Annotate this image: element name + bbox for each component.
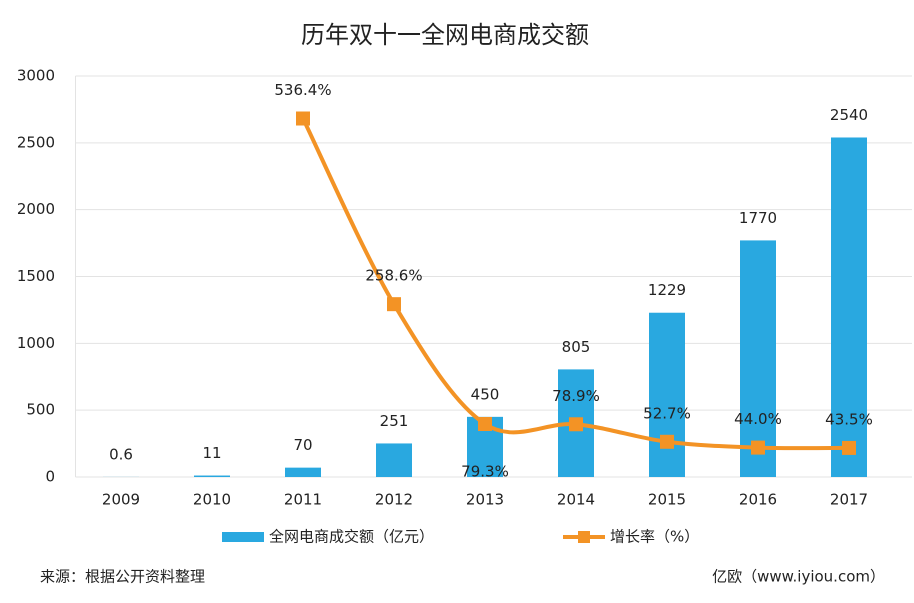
x-tick-label: 2013	[466, 491, 504, 509]
y-tick-label: 1000	[17, 334, 55, 352]
line-marker	[296, 111, 310, 126]
bar-value-label: 0.6	[109, 445, 133, 463]
legend-label: 增长率（%）	[610, 528, 699, 546]
x-tick-label: 2009	[102, 491, 140, 509]
line-value-label: 258.6%	[365, 267, 422, 285]
line-marker	[842, 440, 856, 455]
line-value-label: 78.9%	[552, 387, 600, 405]
legend-swatch	[222, 532, 264, 542]
x-tick-label: 2017	[830, 491, 868, 509]
x-tick-label: 2012	[375, 491, 413, 509]
bar-value-label: 70	[293, 436, 312, 454]
x-tick-label: 2010	[193, 491, 231, 509]
bar-value-label: 450	[471, 385, 500, 403]
y-tick-label: 3000	[17, 67, 55, 85]
line-value-label: 43.5%	[825, 410, 873, 428]
bar-value-label: 251	[380, 412, 409, 430]
bar-value-label: 1229	[648, 281, 686, 299]
line-value-label: 52.7%	[643, 404, 691, 422]
y-tick-label: 500	[26, 401, 55, 419]
x-tick-label: 2016	[739, 491, 777, 509]
line-marker	[751, 440, 765, 455]
x-tick-label: 2014	[557, 491, 595, 509]
bar	[194, 475, 230, 477]
line-value-label: 79.3%	[461, 463, 509, 481]
source: 来源：根据公开资料整理	[40, 568, 205, 586]
bar	[376, 443, 412, 477]
bar	[831, 137, 867, 477]
chart-title: 历年双十一全网电商成交额	[301, 21, 589, 49]
line-marker	[569, 417, 583, 432]
bar	[285, 467, 321, 477]
line-marker	[387, 297, 401, 312]
line-value-label: 536.4%	[274, 81, 331, 99]
bar	[740, 240, 776, 477]
line-marker	[660, 434, 674, 449]
y-tick-label: 2500	[17, 133, 55, 151]
x-tick-label: 2011	[284, 491, 322, 509]
bar-value-label: 805	[562, 338, 591, 356]
x-tick-label: 2015	[648, 491, 686, 509]
line-marker	[478, 417, 492, 432]
bar-value-label: 1770	[739, 209, 777, 227]
bar-value-label: 11	[202, 444, 221, 462]
bar-value-label: 2540	[830, 106, 868, 124]
legend-label: 全网电商成交额（亿元）	[269, 528, 434, 546]
y-tick-label: 1500	[17, 267, 55, 285]
legend-marker	[578, 531, 590, 543]
line-value-label: 44.0%	[734, 410, 782, 428]
y-tick-label: 2000	[17, 200, 55, 218]
bar	[649, 312, 685, 477]
credit: 亿欧（www.iyiou.com）	[712, 568, 885, 586]
y-tick-label: 0	[45, 468, 55, 486]
